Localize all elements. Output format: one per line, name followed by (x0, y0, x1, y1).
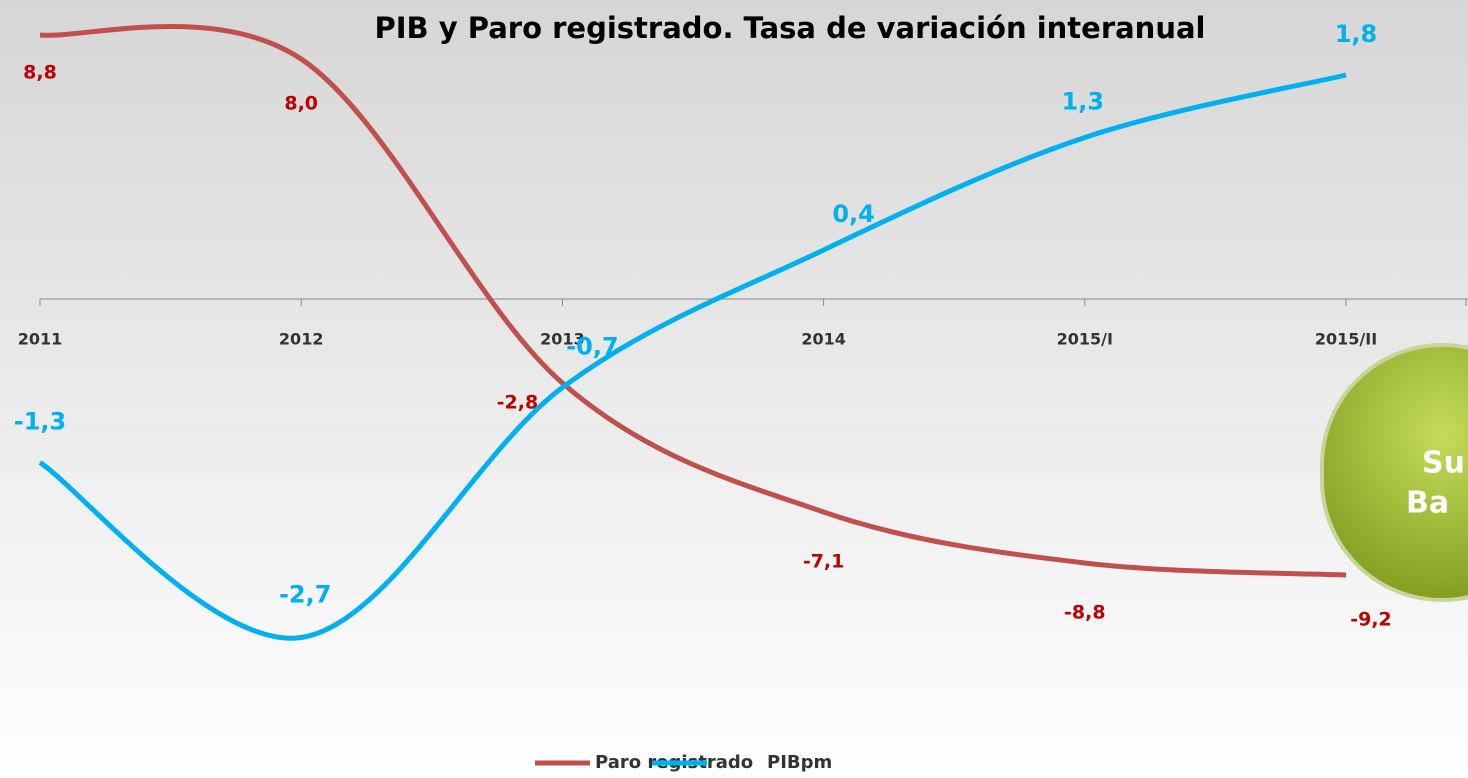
button-shape[interactable] (1320, 343, 1468, 602)
series-line (39, 24, 1347, 578)
data-label: -2,7 (279, 581, 331, 609)
data-label: 8,8 (23, 62, 57, 84)
button-text[interactable]: Su (1422, 446, 1465, 481)
side-button[interactable]: Su Ba (1320, 343, 1468, 602)
data-label: -0,7 (566, 333, 618, 361)
data-label: 1,8 (1335, 20, 1378, 48)
data-label: 8,0 (284, 93, 318, 115)
data-label: -1,3 (14, 408, 66, 436)
x-tick-label: 2015/II (1315, 330, 1377, 349)
legend-label: PIBpm (767, 752, 832, 773)
x-tick-label: 2013 (540, 330, 585, 349)
data-label: -7,1 (803, 551, 845, 573)
x-tick-label: 2012 (279, 330, 324, 349)
data-label: 0,4 (832, 200, 875, 228)
series-line (38, 72, 1347, 641)
x-tick-label: 2014 (801, 330, 846, 349)
data-label: 1,3 (1062, 88, 1105, 116)
chart-title: PIB y Paro registrado. Tasa de variación… (374, 11, 1205, 45)
x-tick-label: 2015/I (1057, 330, 1113, 349)
data-label: -8,8 (1064, 602, 1106, 624)
x-tick-label: 2011 (18, 330, 63, 349)
data-label: -9,2 (1350, 609, 1392, 631)
button-text[interactable]: Ba (1406, 486, 1449, 521)
data-label: -2,8 (497, 392, 539, 414)
